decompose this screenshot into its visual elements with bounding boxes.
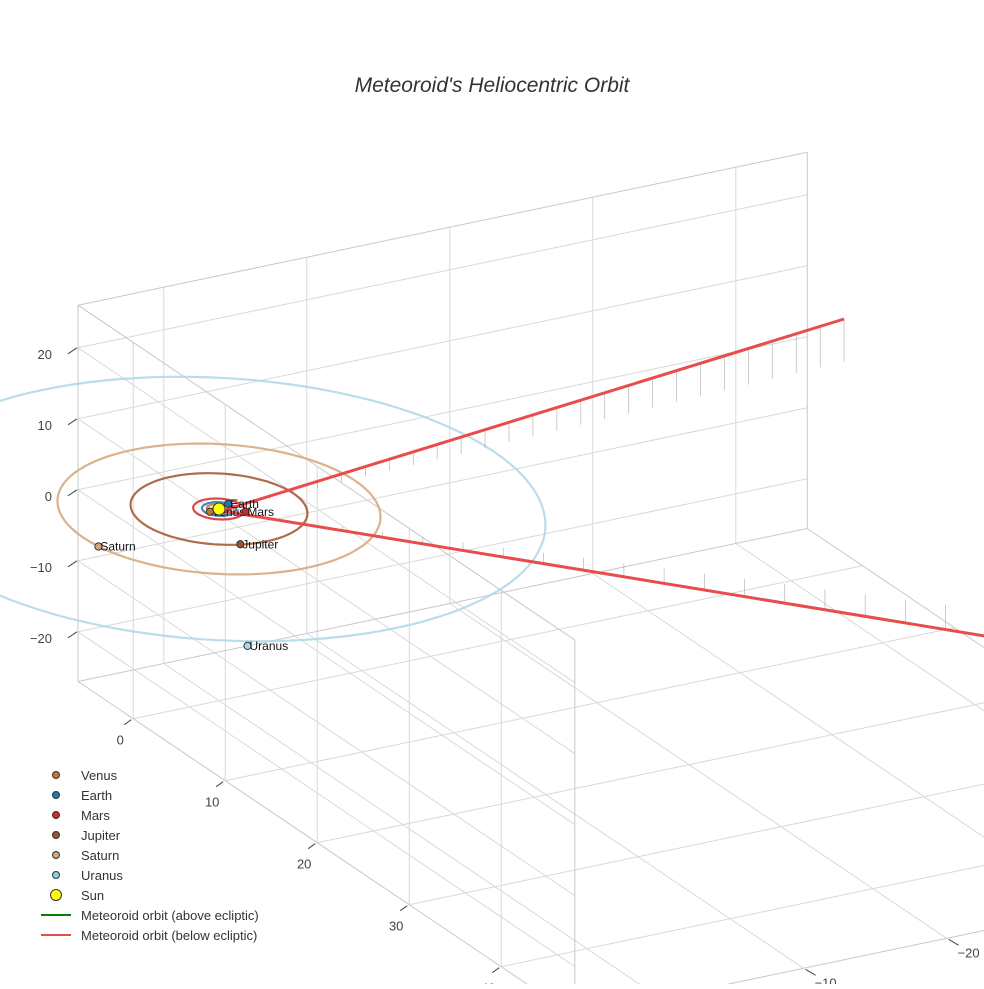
grid-line: [133, 565, 863, 720]
y-axis-tick: [805, 968, 816, 976]
legend-item[interactable]: Earth: [40, 785, 259, 805]
x-axis-tick: [307, 843, 316, 850]
planet-label-uranus: Uranus: [250, 639, 289, 653]
z-axis-tick: [67, 347, 78, 355]
grid-line: [77, 347, 576, 684]
grid-line: [77, 407, 808, 562]
axis-box-edge: [77, 528, 808, 682]
x-axis-tick: [491, 967, 500, 974]
grid-line: [409, 783, 984, 906]
legend-label: Mars: [81, 807, 110, 823]
x-axis-tick: [399, 905, 408, 912]
grid-line: [77, 265, 808, 420]
legend-symbol: [40, 845, 72, 865]
axis-box-edge: [77, 304, 576, 641]
legend-item[interactable]: Sun: [40, 885, 259, 905]
legend-item[interactable]: Meteoroid orbit (below ecliptic): [40, 925, 259, 945]
x-axis-tick-label: 30: [389, 919, 403, 934]
planet-label-jupiter: Jupiter: [242, 537, 278, 551]
legend-label: Meteoroid orbit (above ecliptic): [81, 907, 259, 923]
axis-box-edge: [807, 528, 984, 649]
z-axis-tick: [67, 489, 78, 497]
grid-line: [449, 603, 947, 939]
legend-item[interactable]: Mars: [40, 805, 259, 825]
legend-label: Meteoroid orbit (below ecliptic): [81, 927, 258, 943]
grid-line: [306, 633, 804, 969]
planet-marker-saturn: [94, 542, 103, 551]
legend-symbol: [40, 885, 72, 905]
legend-symbol: [40, 805, 72, 825]
grid-line: [77, 418, 576, 755]
grid-line: [77, 489, 576, 826]
z-axis-tick: [67, 560, 78, 568]
planet-label-saturn: Saturn: [100, 540, 135, 554]
x-axis-tick-label: 0: [117, 733, 124, 748]
sun-marker: [212, 502, 226, 516]
legend-item[interactable]: Meteoroid orbit (above ecliptic): [40, 905, 259, 925]
x-axis-tick-label: 20: [297, 857, 311, 872]
legend-item[interactable]: Venus: [40, 765, 259, 785]
grid-line: [592, 573, 984, 838]
axis-box-edge: [702, 929, 984, 989]
legend-label: Saturn: [81, 847, 120, 863]
chart-title: Meteoroid's Heliocentric Orbit: [354, 74, 630, 97]
grid-line: [77, 631, 576, 968]
legend: Venus Earth Mars Jupiter Saturn Uranus Sun Mete…: [40, 765, 259, 945]
x-axis-tick-label: 10: [205, 795, 219, 810]
orbit-jupiter: [129, 472, 309, 546]
legend-item[interactable]: Jupiter: [40, 825, 259, 845]
grid-line: [735, 543, 984, 712]
legend-item[interactable]: Uranus: [40, 865, 259, 885]
planet-marker-earth: [224, 499, 233, 508]
z-axis-tick-label: 10: [38, 418, 52, 433]
grid-line: [225, 627, 955, 782]
grid-line: [77, 194, 808, 349]
legend-symbol: [40, 765, 72, 785]
orbit-uranus: [0, 375, 547, 643]
meteoroid-orbit-line-below: [221, 509, 984, 638]
grid-line: [317, 702, 984, 844]
y-axis-tick: [948, 938, 959, 946]
legend-symbol: [40, 785, 72, 805]
y-axis-tick-label: −10: [815, 975, 837, 984]
legend-label: Earth: [81, 787, 113, 803]
axis-box-edge: [77, 681, 536, 989]
x-axis-tick: [123, 719, 132, 726]
grid-line: [163, 663, 648, 989]
z-axis-tick-label: −10: [30, 560, 52, 575]
grid-line: [501, 864, 984, 968]
legend-item[interactable]: Saturn: [40, 845, 259, 865]
legend-label: Uranus: [81, 867, 123, 883]
legend-symbol: [40, 925, 72, 945]
orbit-saturn: [56, 442, 382, 576]
grid-line: [77, 478, 808, 633]
planet-marker-uranus: [243, 641, 252, 651]
legend-symbol: [40, 905, 72, 925]
z-axis-tick-label: 20: [38, 347, 52, 362]
meteoroid-orbit-line-above: [221, 317, 845, 513]
z-axis-tick: [67, 631, 78, 639]
legend-label: Venus: [81, 767, 118, 783]
z-axis-tick-label: −20: [30, 631, 52, 646]
z-axis-tick: [67, 418, 78, 426]
x-axis-tick: [215, 781, 224, 788]
z-axis-tick-label: 0: [45, 489, 52, 504]
legend-label: Jupiter: [81, 827, 121, 843]
axis-box-edge: [77, 151, 808, 306]
legend-symbol: [40, 865, 72, 885]
grid-line: [77, 560, 576, 897]
legend-symbol: [40, 825, 72, 845]
planet-marker-jupiter: [236, 540, 245, 549]
planet-marker-mars: [241, 507, 250, 516]
legend-label: Sun: [81, 887, 105, 903]
grid-line: [77, 336, 808, 491]
y-axis-tick-label: −20: [958, 945, 980, 960]
planet-label-earth: Earth: [230, 497, 259, 511]
planet-label-mars: Mars: [247, 505, 274, 519]
